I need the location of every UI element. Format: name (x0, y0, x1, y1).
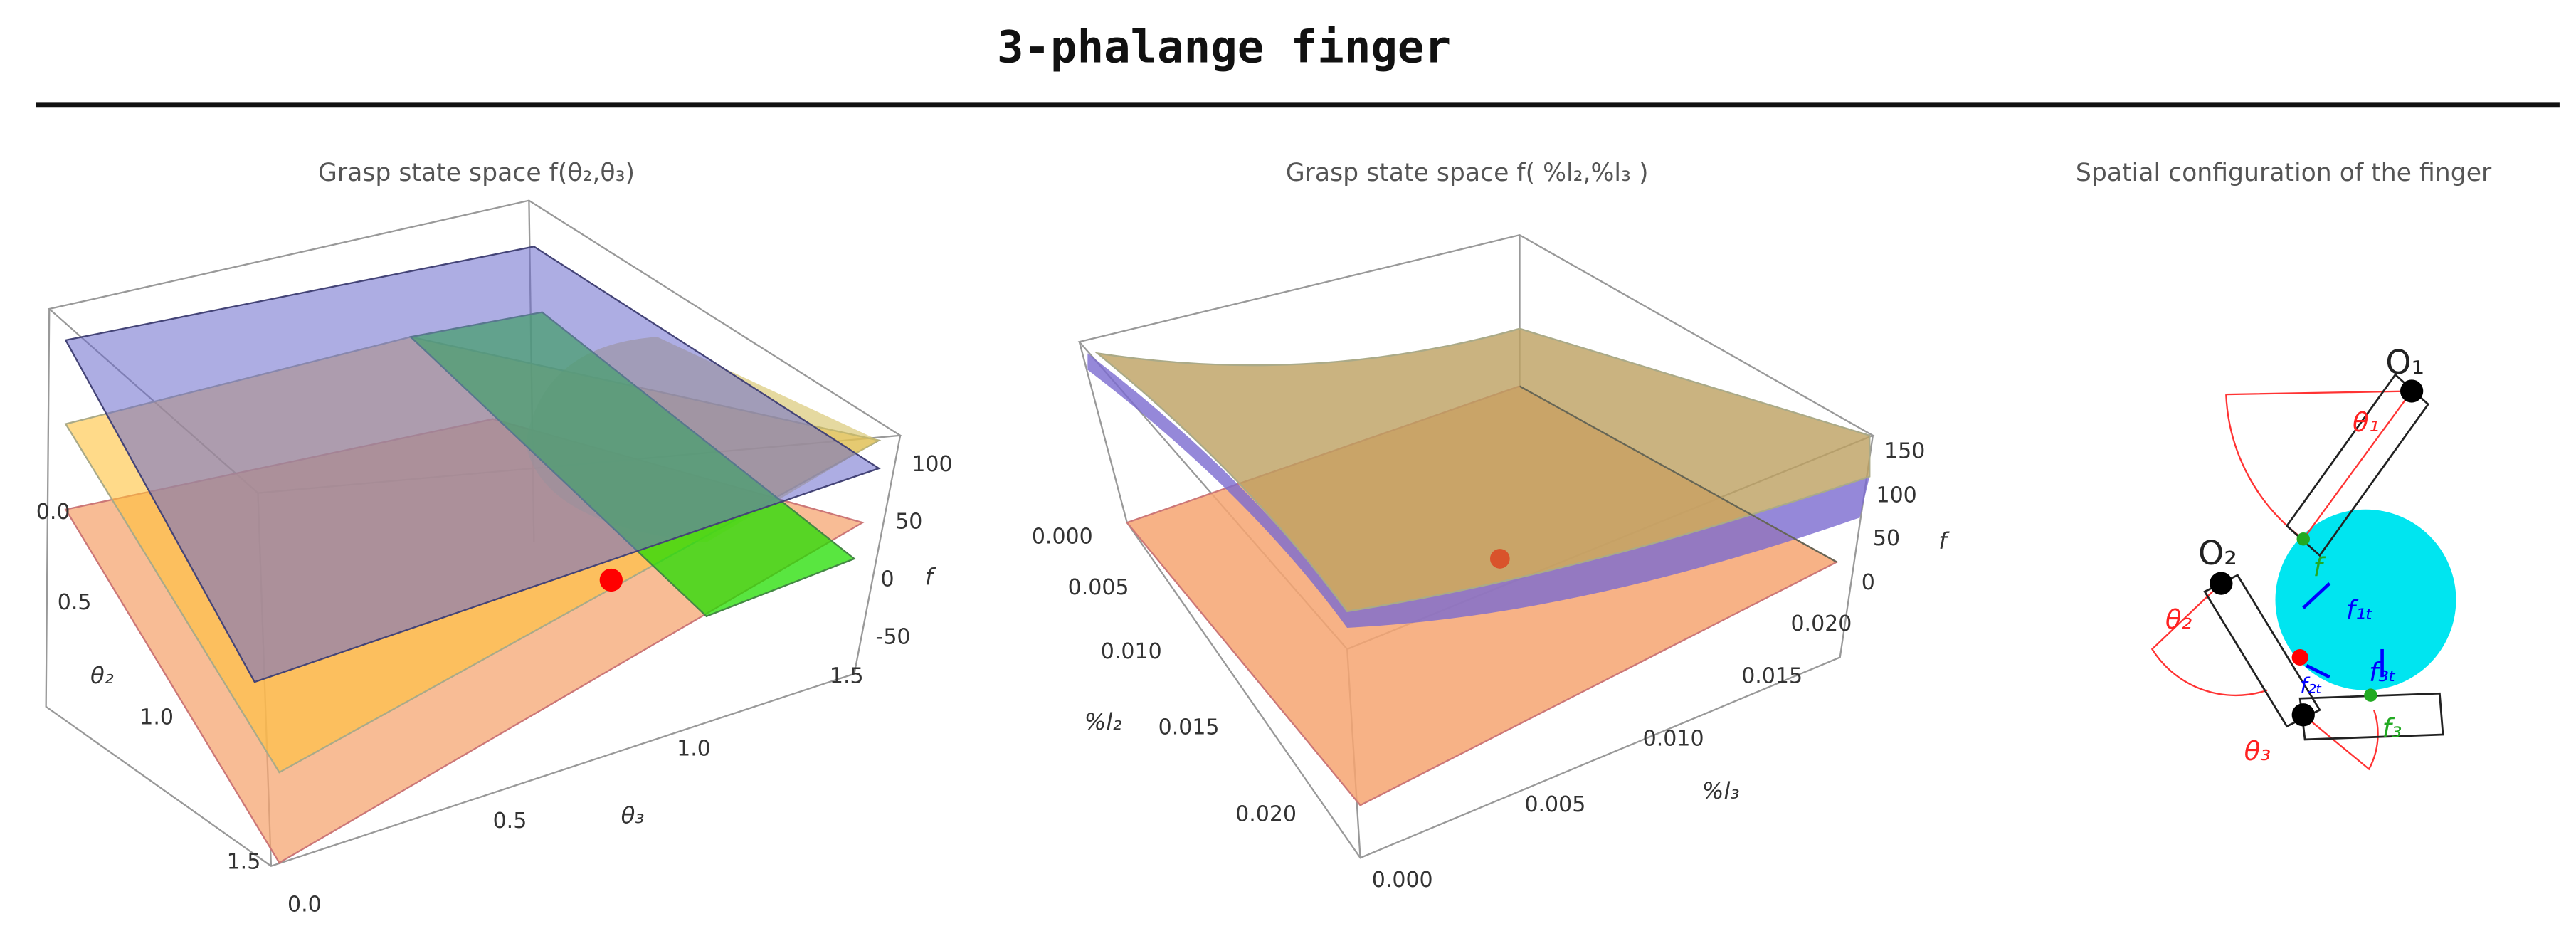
plot-1: Grasp state space f(θ₂,θ₃) 0.0 0.5 1.0 1… (36, 159, 953, 918)
state-point (1489, 549, 1510, 569)
tick-label: 0.015 (1741, 664, 1802, 689)
tick-label: 0.005 (1068, 575, 1129, 600)
tick-label: 0.005 (1524, 792, 1585, 817)
contact (2364, 688, 2377, 702)
grid-line (1519, 385, 1837, 563)
surface (1094, 327, 1871, 613)
force-label: f₂ₜ (2300, 674, 2322, 699)
axis-label: θ₂ (90, 662, 114, 689)
tick-label: 0.5 (493, 809, 527, 834)
axis-label: f (1938, 527, 1950, 554)
tick-label: 0.5 (58, 590, 92, 615)
contact (2291, 648, 2308, 666)
angle-label: θ₂ (2165, 604, 2192, 635)
plot-2: Grasp state space f( %l₂,%l₃ ) 0.000 0.0… (1032, 159, 1950, 893)
surface (64, 246, 881, 683)
finger-diagram: Spatial configuration of the finger O₁ θ… (2076, 159, 2492, 771)
tick-label: 1.5 (830, 664, 864, 689)
tick-label: 0.010 (1101, 639, 1162, 664)
force-label: f₃ₜ (2369, 657, 2397, 688)
tick-label: 0 (1862, 570, 1875, 595)
force-arrow (2302, 582, 2331, 609)
page-title: 3-phalange finger (997, 21, 1451, 73)
angle-label: θ₁ (2353, 407, 2379, 438)
tick-label: 0.0 (287, 893, 322, 918)
joint-label: O₁ (2385, 343, 2424, 382)
axis-label: %l₃ (1702, 777, 1740, 804)
force-arrow (2306, 663, 2330, 679)
tick-label: 1.5 (227, 850, 261, 875)
axis-label: %l₂ (1084, 708, 1122, 735)
tick-label: 1.0 (677, 736, 711, 761)
tick-label: 0.000 (1032, 524, 1093, 549)
tick-label: 0.020 (1790, 611, 1852, 636)
angle-label: θ₃ (2244, 736, 2271, 767)
tick-label: 100 (1876, 483, 1917, 508)
plot-title: Spatial configuration of the finger (2076, 159, 2492, 187)
tick-label: 0.015 (1158, 715, 1220, 740)
tick-label: 100 (912, 452, 952, 477)
tick-label: 0 (880, 567, 894, 592)
tick-label: 0.0 (36, 500, 70, 525)
joint (2210, 572, 2233, 595)
tick-label: 0.010 (1643, 726, 1704, 751)
force-label: f₃ (2382, 713, 2402, 744)
joint-label: O₂ (2198, 534, 2237, 572)
plot-title: Grasp state space f( %l₂,%l₃ ) (1286, 159, 1649, 187)
joint (2400, 379, 2424, 403)
tick-label: -50 (876, 624, 911, 649)
tick-label: 150 (1884, 438, 1925, 463)
tick-label: 50 (895, 510, 922, 535)
tick-label: 50 (1873, 526, 1900, 551)
angle-arc (2303, 710, 2379, 771)
force-label: f₁ₜ (2346, 594, 2374, 625)
link-axis (2302, 390, 2413, 540)
state-point (599, 568, 623, 592)
tick-label: 0.020 (1235, 802, 1297, 827)
axis-label: θ₃ (621, 801, 645, 829)
surface (1087, 353, 1870, 628)
joint (2291, 703, 2315, 727)
contact (2296, 532, 2310, 546)
tick-label: 1.0 (139, 705, 174, 730)
angle-arc (2150, 582, 2268, 697)
tick-label: 0.000 (1372, 868, 1433, 893)
axis-label: f (925, 564, 936, 591)
plot-title: Grasp state space f(θ₂,θ₃) (318, 159, 635, 187)
